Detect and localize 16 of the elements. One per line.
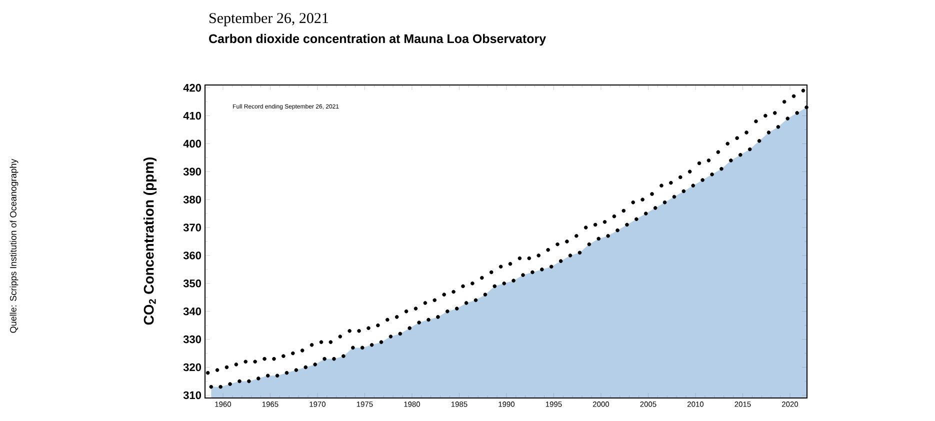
chart-subtitle: September 26, 2021 [210, 12, 328, 26]
y-tick-label: 400 [183, 140, 202, 148]
source-note: Quelle: Scripps Institution of Oceanography [10, 158, 18, 333]
y-tick-label: 370 [183, 224, 202, 232]
y-tick-label: 320 [183, 363, 202, 372]
chart-title: Carbon dioxide concentration at Mauna Loa Observatory [209, 34, 546, 46]
y-tick-label: 350 [183, 280, 202, 288]
y-tick-label: 410 [183, 112, 202, 120]
y-tick-label: 380 [183, 196, 202, 204]
y-tick-label: 330 [183, 335, 202, 344]
y-tick-label: 390 [183, 168, 202, 176]
y-tick-label: 340 [183, 307, 202, 316]
y-tick-label: 420 [183, 84, 202, 92]
y-axis-title: CO$_{2}$ Concentration (ppm) [143, 157, 157, 325]
y-tick-label: 360 [183, 252, 202, 260]
y-tick-label: 310 [183, 391, 202, 400]
